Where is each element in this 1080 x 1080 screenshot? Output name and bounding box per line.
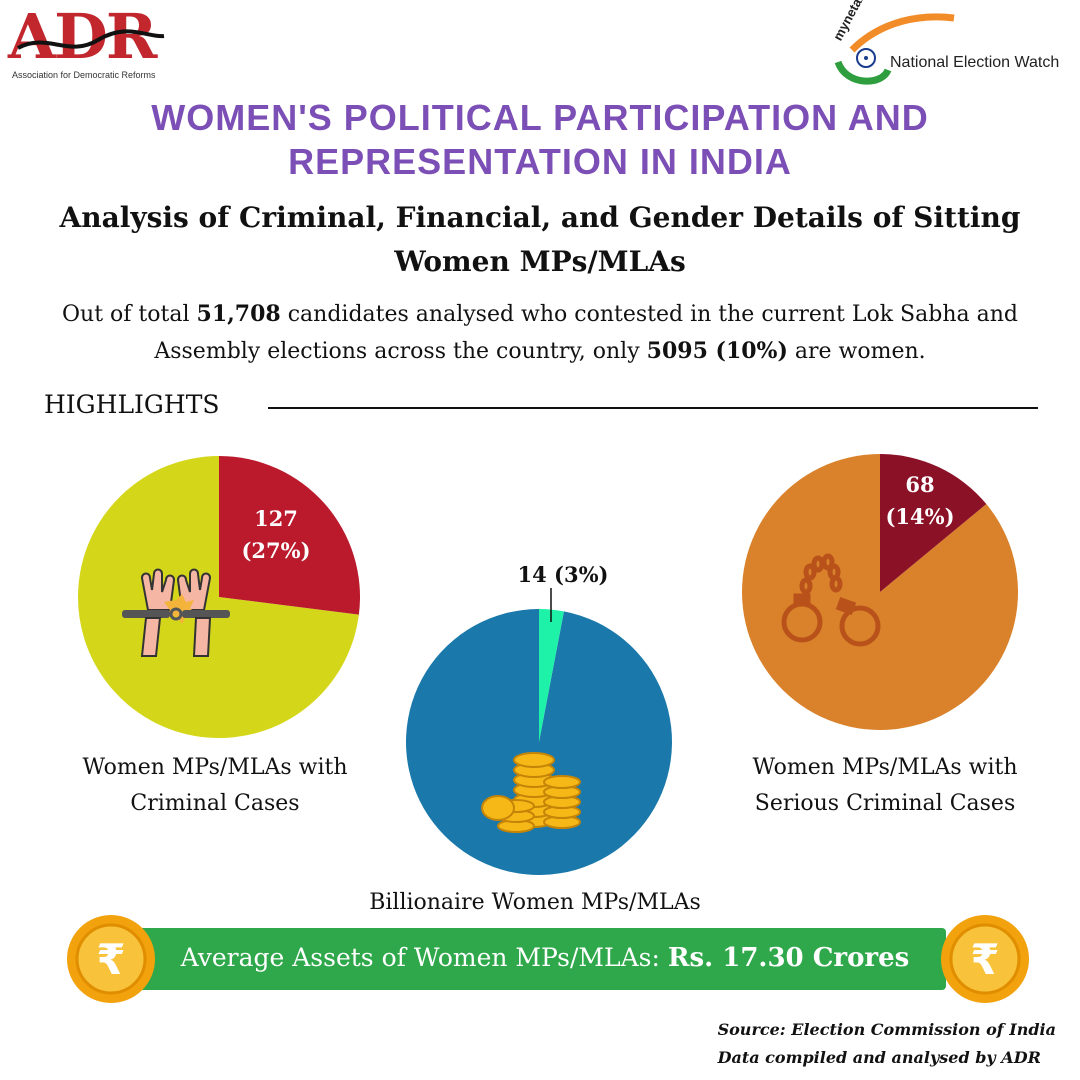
adr-logo: ADR Association for Democratic Reforms [8, 2, 168, 80]
pie-billionaire-title: Billionaire Women MPs/MLAs [369, 890, 701, 915]
pie-criminal-count-label: 127 [254, 506, 298, 531]
source-line: Source: Election Commission of India [717, 1020, 1056, 1039]
assets-label: Average Assets of Women MPs/MLAs: [180, 943, 660, 972]
rupee-symbol-right: ₹ [970, 935, 999, 984]
handcuffs-icon [781, 553, 881, 647]
source-note: Source: Election Commission of India Dat… [718, 1016, 1056, 1072]
highlights-heading: HIGHLIGHTS [44, 390, 220, 419]
adr-full-name: Association for Democratic Reforms [12, 70, 156, 80]
highlights-divider [268, 407, 1038, 409]
pie-billionaire-label: 14 (3%) [518, 562, 609, 587]
charts-area: 127 (27%) 14 (3%) [77, 454, 1018, 875]
adr-swoosh-icon [17, 29, 165, 50]
assets-value: Rs. 17.30 Crores [667, 943, 910, 973]
national-election-watch-text: National Election Watch [890, 54, 1060, 71]
summary-text: Out of total 51,708 candidates analysed … [40, 296, 1040, 370]
tricolor-swoosh-icon [834, 13, 955, 85]
pie-billionaire: 14 (3%) [405, 562, 672, 875]
assets-text: Average Assets of Women MPs/MLAs: Rs. 17… [160, 938, 930, 978]
summary-mid: candidates analysed who contested in the… [154, 302, 1018, 364]
pie-billionaire-others-slice [405, 609, 672, 875]
pie-criminal-pct-label: (27%) [241, 538, 310, 563]
rupee-coin-right-icon: ₹ [941, 915, 1029, 1003]
compiled-by-line: Data compiled and analysed by ADR [717, 1048, 1041, 1067]
pie-serious: 68 (14%) [742, 454, 1018, 730]
assets-banner [138, 928, 946, 990]
pie-criminal-others-slice [77, 456, 359, 738]
page-subtitle: Analysis of Criminal, Financial, and Gen… [59, 201, 1021, 278]
pie-criminal-title: Women MPs/MLAs with Criminal Cases [82, 755, 348, 816]
summary-pre: Out of total [62, 302, 190, 327]
nem-logo: myneta.info National Election Watch [822, 0, 1077, 86]
pie-serious-cases-slice [880, 454, 987, 592]
summary-total: 51,708 [196, 301, 281, 327]
rupee-coin-left-icon: ₹ [67, 915, 155, 1003]
pie-criminal: 127 (27%) [77, 456, 360, 738]
adr-logo-mark: ADR [8, 0, 157, 73]
rupee-symbol-left: ₹ [96, 935, 125, 984]
page-title: WOMEN'S POLITICAL PARTICIPATION AND REPR… [151, 97, 929, 182]
pie-criminal-cases-slice [219, 456, 360, 615]
pie-serious-count-label: 68 [905, 472, 934, 497]
summary-women: 5095 (10%) [646, 338, 788, 364]
pie-billionaire-slice [539, 609, 564, 742]
coin-stacks-icon [481, 752, 581, 833]
pie-serious-pct-label: (14%) [885, 504, 954, 529]
handcuffed-hands-icon [122, 568, 230, 657]
pie-serious-title: Women MPs/MLAs with Serious Criminal Cas… [752, 755, 1018, 816]
summary-post: are women. [794, 339, 926, 364]
